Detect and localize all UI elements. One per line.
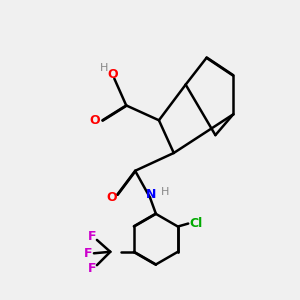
Text: O: O (90, 114, 100, 127)
Text: F: F (84, 247, 92, 260)
Text: H: H (161, 187, 169, 196)
Text: O: O (106, 191, 117, 204)
Text: O: O (107, 68, 118, 81)
Text: N: N (146, 188, 157, 201)
Text: H: H (100, 63, 108, 73)
Text: F: F (88, 230, 97, 243)
Text: F: F (88, 262, 97, 275)
Text: Cl: Cl (189, 217, 202, 230)
